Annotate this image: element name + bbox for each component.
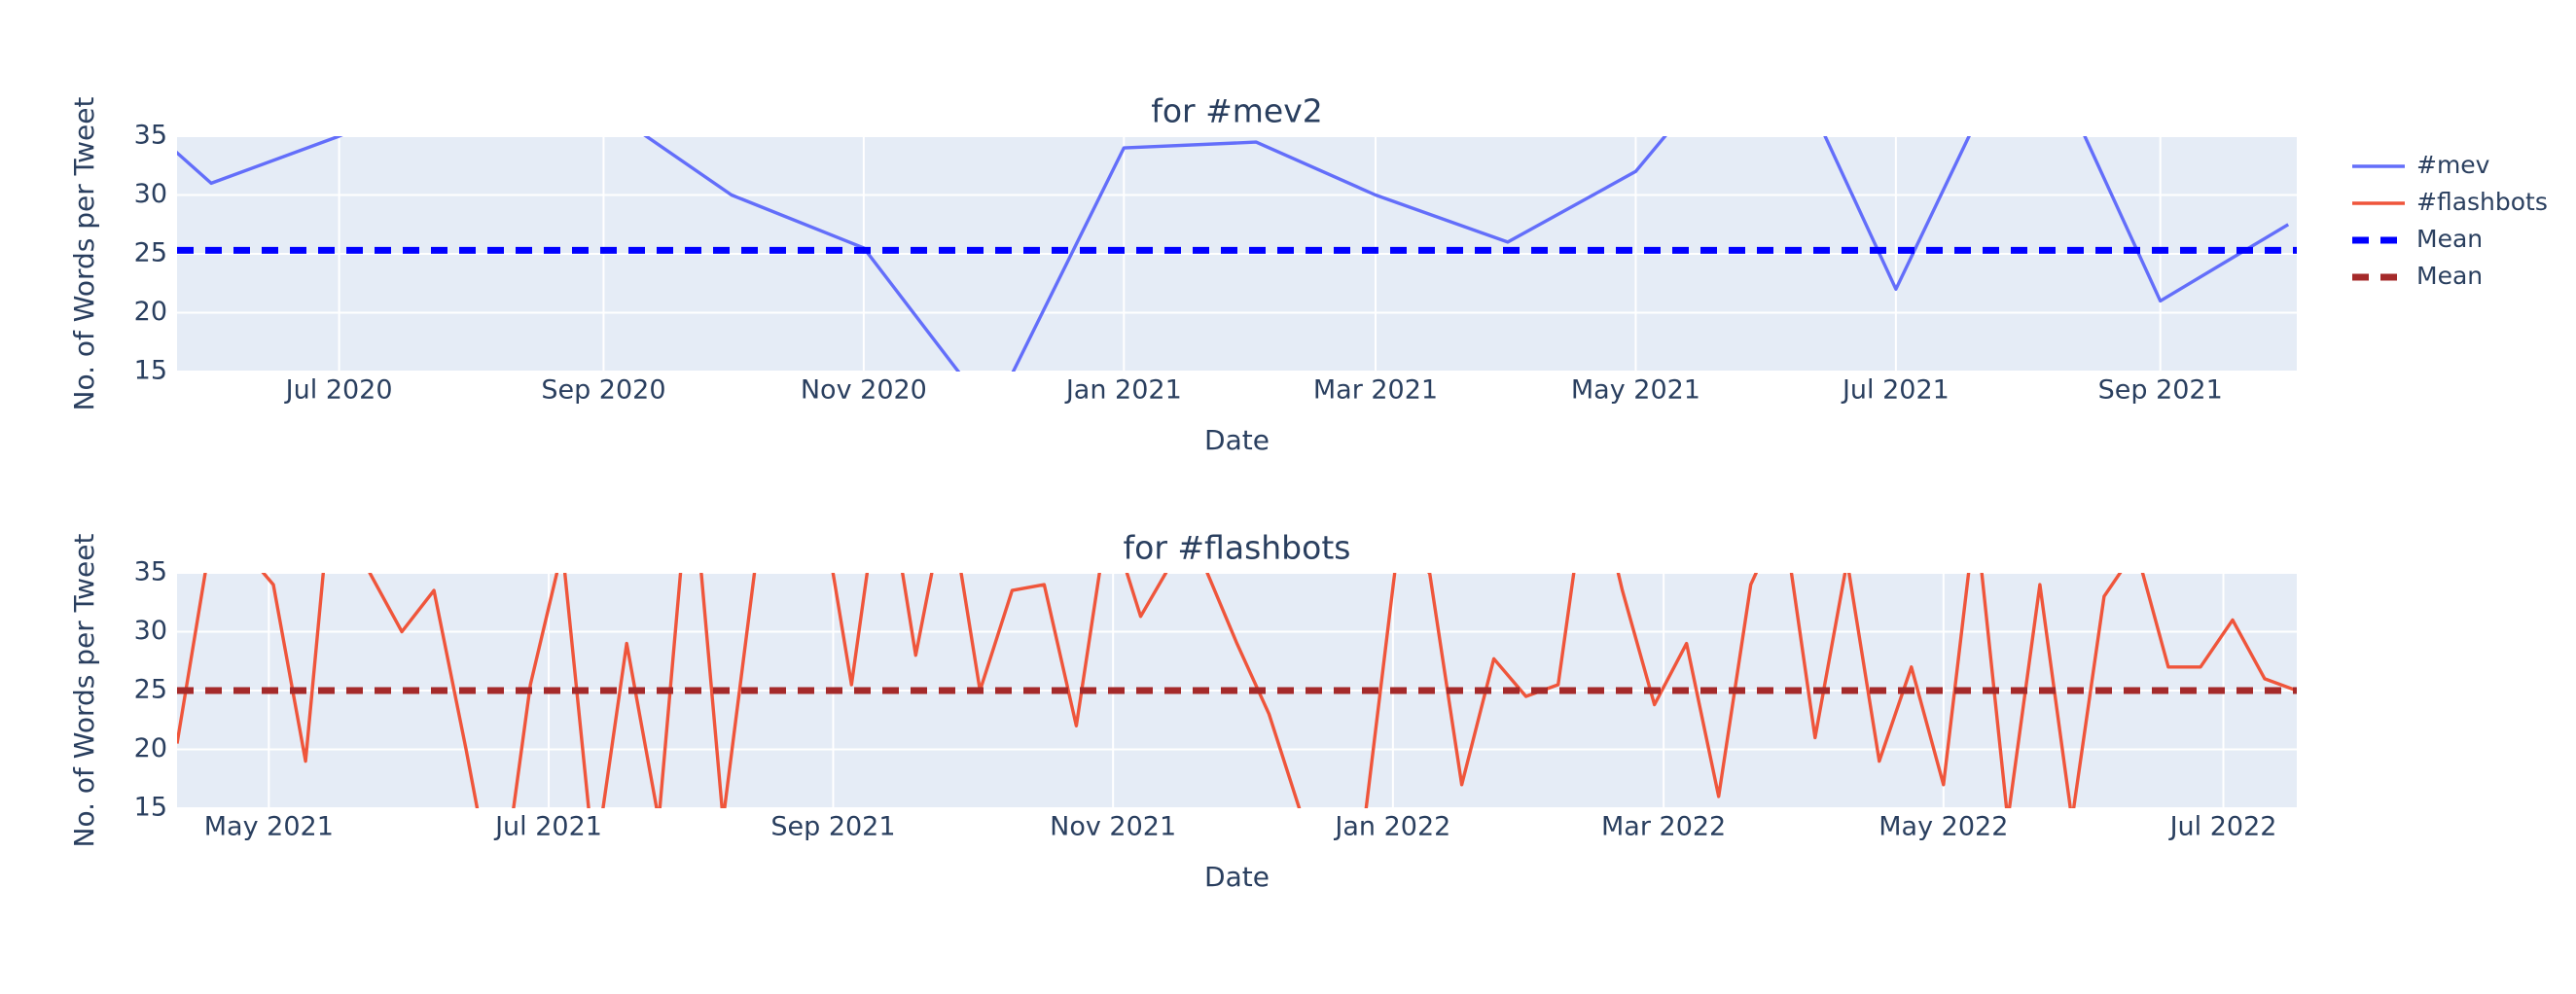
chart-title: for #mev2 — [1151, 92, 1323, 130]
y-tick-label: 15 — [134, 793, 167, 823]
y-tick-label: 30 — [134, 179, 167, 209]
y-tick-label: 30 — [134, 616, 167, 646]
x-axis-title: Date — [1204, 861, 1270, 893]
legend-label: Mean — [2416, 225, 2483, 253]
data-line — [177, 573, 2297, 808]
y-tick-label: 25 — [134, 675, 167, 705]
x-tick-label: May 2021 — [1571, 375, 1700, 406]
x-axis-title: Date — [1204, 424, 1270, 456]
legend-label: #mev — [2416, 151, 2490, 179]
series-group — [177, 573, 2297, 808]
x-tick-label: Jan 2022 — [1333, 812, 1450, 842]
y-tick-label: 15 — [134, 356, 167, 386]
x-tick-label: Sep 2021 — [2098, 375, 2223, 406]
x-tick-label: Nov 2020 — [801, 375, 927, 406]
x-tick-label: May 2021 — [204, 812, 334, 842]
series-group — [177, 136, 2297, 372]
x-tick-label: Jul 2020 — [284, 375, 393, 406]
y-tick-label: 20 — [134, 297, 167, 327]
y-axis-title: No. of Words per Tweet — [68, 97, 100, 411]
y-axis-title: No. of Words per Tweet — [68, 534, 100, 848]
x-tick-label: Mar 2021 — [1313, 375, 1438, 406]
x-tick-label: Jan 2021 — [1064, 375, 1182, 406]
x-tick-label: Jul 2022 — [2168, 812, 2277, 842]
legend-label: #flashbots — [2416, 188, 2548, 216]
x-tick-label: Sep 2020 — [541, 375, 665, 406]
x-tick-label: Mar 2022 — [1601, 812, 1726, 842]
x-tick-label: Sep 2021 — [770, 812, 895, 842]
x-tick-label: Nov 2021 — [1050, 812, 1176, 842]
y-tick-label: 35 — [134, 121, 167, 151]
y-tick-label: 35 — [134, 557, 167, 587]
x-tick-label: Jul 2021 — [493, 812, 602, 842]
y-tick-label: 20 — [134, 733, 167, 763]
x-tick-label: Jul 2021 — [1841, 375, 1950, 406]
chart-title: for #flashbots — [1124, 529, 1351, 567]
legend-label: Mean — [2416, 262, 2483, 290]
data-line — [177, 136, 2290, 372]
x-tick-label: May 2022 — [1878, 812, 2008, 842]
y-tick-label: 25 — [134, 238, 167, 268]
